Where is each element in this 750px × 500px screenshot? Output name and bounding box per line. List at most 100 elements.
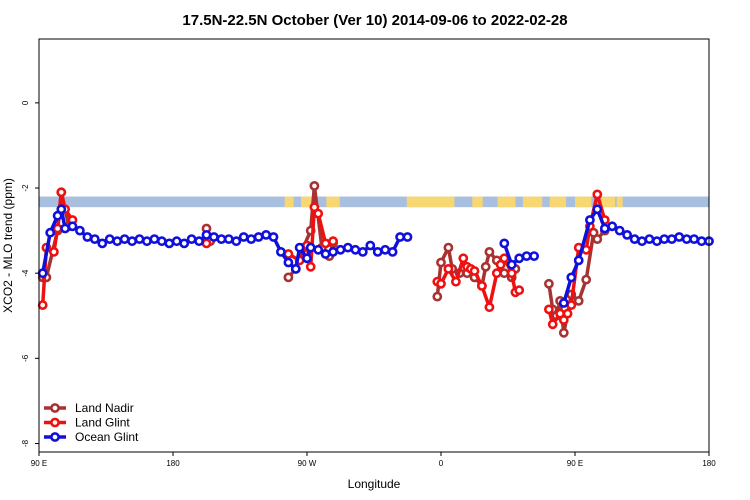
data-point: [171, 236, 182, 247]
data-point: [56, 204, 67, 215]
data-point: [305, 261, 316, 272]
data-point: [562, 308, 573, 319]
data-point: [45, 227, 56, 238]
y-tick-label: -6: [21, 354, 30, 362]
data-point: [387, 246, 398, 257]
x-tick-label: 0: [439, 459, 444, 468]
legend-marker: [50, 417, 60, 428]
legend-item: Land Nadir: [44, 401, 134, 415]
land-band-segment: [575, 196, 592, 208]
data-point: [342, 242, 353, 253]
legend-item: Ocean Glint: [44, 430, 139, 444]
data-point: [56, 187, 67, 198]
legend-label: Ocean Glint: [75, 430, 139, 444]
series-layer: [37, 180, 714, 338]
data-point: [614, 225, 625, 236]
legend-label: Land Nadir: [75, 401, 134, 415]
data-point: [156, 236, 167, 247]
data-point: [607, 221, 618, 232]
y-axis: 0 -2 -4 -6 -8: [21, 100, 39, 447]
data-point: [89, 234, 100, 244]
data-point: [238, 232, 249, 242]
data-point: [67, 221, 78, 232]
data-point: [305, 242, 316, 253]
data-point: [581, 274, 592, 285]
land-band-segment: [301, 196, 318, 208]
data-point: [290, 263, 301, 274]
data-point: [283, 257, 294, 268]
x-tick-label: 180: [702, 459, 716, 468]
data-point: [75, 225, 85, 236]
data-point: [302, 253, 312, 264]
x-tick-label: 90 E: [31, 459, 47, 468]
y-tick-label: 0: [21, 100, 30, 105]
series-line: [562, 207, 709, 304]
data-point: [179, 238, 190, 249]
data-point: [231, 236, 242, 247]
data-point: [402, 232, 413, 242]
data-point: [223, 234, 234, 244]
data-point: [365, 240, 376, 251]
data-point: [484, 302, 495, 313]
x-tick-label: 90 E: [567, 459, 583, 468]
data-point: [320, 238, 331, 249]
data-point: [566, 300, 577, 310]
y-tick-label: -2: [21, 184, 30, 192]
data-point: [141, 236, 152, 247]
data-point: [573, 255, 584, 266]
data-point: [689, 234, 699, 244]
data-point: [573, 295, 584, 306]
land-band-segment: [522, 196, 543, 208]
land-band-segment: [284, 196, 294, 208]
land-sea-band: [39, 196, 709, 208]
data-point: [521, 251, 532, 261]
data-point: [547, 319, 558, 330]
data-point: [458, 253, 469, 264]
data-point: [436, 278, 446, 289]
data-point: [186, 234, 197, 244]
series-ocean-glint: [37, 204, 714, 308]
data-point: [450, 276, 461, 287]
plot-frame: [38, 38, 710, 453]
data-point: [506, 268, 517, 279]
data-point: [283, 272, 294, 283]
land-band-segment: [497, 196, 516, 208]
data-point: [37, 300, 48, 310]
data-point: [592, 234, 603, 244]
data-point: [443, 263, 454, 274]
data-point: [544, 278, 554, 289]
land-band-segment: [472, 196, 483, 208]
x-axis-label: Longitude: [348, 477, 401, 491]
data-point: [514, 285, 525, 296]
data-point: [372, 246, 383, 257]
land-band-segment: [616, 196, 623, 208]
data-point: [49, 246, 59, 257]
y-tick-label: -8: [21, 439, 30, 447]
data-point: [313, 208, 324, 219]
data-point: [529, 251, 539, 261]
data-point: [674, 232, 685, 242]
data-point: [275, 246, 286, 257]
x-axis: 90 E 180 90 W 0 90 E 180: [31, 452, 716, 468]
data-point: [52, 223, 63, 234]
data-point: [644, 234, 655, 244]
data-point: [104, 234, 115, 244]
data-point: [544, 304, 554, 315]
chart-title: 17.5N-22.5N October (Ver 10) 2014-09-06 …: [182, 12, 567, 29]
data-point: [491, 268, 502, 279]
x-tick-label: 90 W: [298, 459, 317, 468]
data-point: [558, 298, 569, 308]
data-point: [294, 242, 305, 253]
data-point: [443, 242, 454, 253]
data-point: [432, 291, 443, 302]
data-point: [566, 272, 577, 283]
data-point: [309, 180, 320, 191]
data-point: [436, 257, 446, 268]
data-point: [499, 238, 510, 249]
data-point: [622, 229, 632, 240]
data-point: [659, 234, 670, 244]
y-axis-label: XCO2 - MLO trend (ppm): [1, 178, 15, 313]
legend-marker: [50, 403, 60, 413]
land-band-segment: [406, 196, 455, 208]
